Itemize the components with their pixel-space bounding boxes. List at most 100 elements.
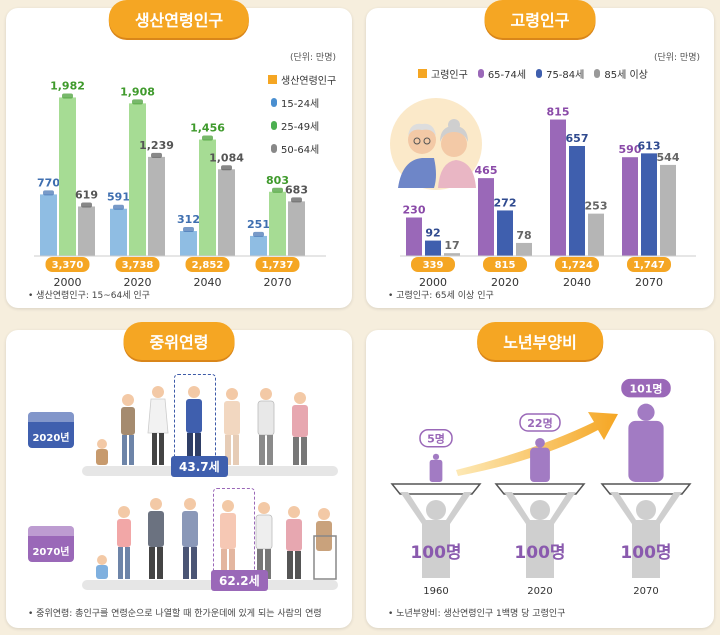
bar-2020-85세 이상 (516, 242, 532, 256)
total-badge-2070 (627, 257, 671, 272)
support-body-1960 (400, 492, 472, 578)
teen-figure (117, 506, 131, 579)
bar-2000-15-24세 (40, 194, 57, 256)
bar-2000-25-49세 (59, 97, 76, 256)
ratio-label-1960: 5명 (427, 432, 445, 446)
total-label-2070: 1,737 (262, 260, 294, 271)
ratio-label-2070: 101명 (629, 382, 662, 396)
bar-2070-65-74세 (622, 157, 638, 256)
bar-2070-50-64세 (288, 201, 305, 256)
legend-total: 생산연령인구 (268, 72, 336, 87)
year-label-1960: 1960 (423, 586, 448, 597)
total-label-2000: 339 (423, 260, 444, 271)
person-icon (291, 197, 302, 203)
bar-2020-15-24세 (110, 208, 127, 256)
ratio-badge-2070 (621, 378, 671, 398)
legend-15-24-label: 15-24세 (281, 99, 320, 110)
value-label-2000-25-49세: 1,982 (50, 79, 85, 92)
legend-15-24: 15-24세 (268, 95, 336, 110)
ratio-badge-2020 (519, 413, 561, 432)
elder-head-2020 (535, 437, 545, 448)
category-label-2020: 2020 (491, 276, 519, 288)
median-highlight-2020 (174, 374, 216, 468)
support-body-2070 (610, 492, 682, 578)
median-age-2020: 43.7세 (171, 456, 228, 477)
value-label-2040-85세 이상: 253 (585, 200, 608, 213)
middle-age-man-figure (182, 498, 198, 579)
total-label-2070: 1,747 (633, 260, 665, 271)
bar-2020-75-84세 (497, 210, 513, 256)
elderly-woman-figure (286, 506, 302, 579)
value-label-2040-65-74세: 815 (547, 106, 570, 119)
median-age-panel: 중위연령 2020년 43.7세 2070년 62.2세 • 중위연령: 총인구… (6, 322, 352, 628)
child-figure (96, 439, 108, 465)
value-label-2070-65-74세: 590 (619, 143, 642, 156)
bar-2020-25-49세 (129, 103, 146, 256)
bar-2040-65-74세 (550, 119, 566, 256)
legend-65-74-label: 65-74세 (487, 70, 527, 81)
total-label-2040: 2,852 (192, 260, 224, 271)
platform-2020 (494, 483, 586, 495)
value-label-2020-25-49세: 1,908 (120, 85, 155, 98)
median-age-note: • 중위연령: 총인구를 연령순으로 나열할 때 한가운데에 있게 되는 사람의… (28, 609, 322, 619)
total-badge-2000 (45, 257, 90, 272)
dependency-panel: 노년부양비 5명 100명 1960 22명 100명 2020 101명 100명 2070 … (366, 322, 714, 628)
elderly-icon (477, 69, 484, 78)
total-badge-2040 (555, 257, 599, 272)
older-woman-figure (224, 388, 240, 465)
bar-2000-75-84세 (425, 240, 441, 256)
dependency-note: • 노년부양비: 생산연령인구 1백명 당 고령인구 (388, 609, 566, 619)
working-age-chart: 770 1,982 619 3,370 2000 591 1,908 1,239 3,738 20… (34, 79, 326, 288)
legend-50-64: 50-64세 (268, 141, 336, 156)
category-label-2040: 2040 (563, 276, 591, 288)
woman-figure (147, 386, 169, 465)
bar-2020-65-74세 (478, 178, 494, 256)
people-row-2070 (96, 498, 337, 580)
category-label-2020: 2020 (124, 276, 152, 288)
ratio-label-2020: 22명 (527, 416, 552, 430)
person-icon (221, 165, 232, 171)
support-head-2070 (636, 500, 656, 520)
legend-elderly-total-label: 고령인구 (431, 70, 468, 81)
legend-elderly-total: 고령인구 (418, 66, 468, 81)
value-label-2070-15-24세: 251 (247, 218, 270, 231)
value-label-2070-25-49세: 803 (266, 174, 289, 187)
working-age-title: 생산연령인구 (108, 0, 250, 38)
elder-figure-2020 (530, 447, 550, 482)
legend-85-plus: 85세 이상 (594, 66, 648, 81)
person-icon (113, 204, 124, 210)
year-2070-label: 2070년 (32, 547, 70, 558)
elder-head-1960 (432, 453, 440, 460)
bar-2070-75-84세 (641, 153, 657, 256)
elderly-panel: 고령인구 (단위: 만명) 고령인구 65-74세 75-84세 85세 이상 … (366, 0, 714, 308)
value-label-2000-75-84세: 92 (425, 227, 440, 240)
dependency-title: 노년부양비 (477, 322, 603, 360)
person-icon (62, 93, 73, 99)
bar-2000-65-74세 (406, 217, 422, 256)
legend-total-label: 생산연령인구 (281, 76, 337, 87)
value-label-2000-50-64세: 619 (75, 188, 98, 201)
person-icon (151, 152, 162, 158)
elderly-man-figure (255, 502, 273, 579)
value-label-2020-50-64세: 1,239 (139, 139, 174, 152)
total-badge-2040 (185, 257, 230, 272)
calendar-icon-2020: 2020년 (28, 412, 74, 448)
calendar-icon-2070: 2070년 (28, 526, 74, 562)
person-icon (271, 144, 277, 153)
support-body-2020 (504, 492, 576, 578)
ratio-badge-1960 (419, 428, 453, 448)
person-icon (132, 99, 143, 105)
bar-2000-85세 이상 (444, 253, 460, 256)
category-label-2070: 2070 (264, 276, 292, 288)
elderly-icon (536, 69, 543, 78)
elderly-icon (594, 69, 601, 78)
elder-head-2070 (637, 403, 655, 421)
total-badge-2020 (115, 257, 160, 272)
growth-arrow-icon (456, 412, 618, 476)
year-label-2070: 2070 (633, 586, 658, 597)
median-age-title: 중위연령 (123, 322, 235, 360)
value-label-2000-65-74세: 230 (403, 203, 426, 216)
support-label-2020: 100명 (514, 543, 565, 563)
legend-75-84-label: 75-84세 (546, 70, 585, 81)
